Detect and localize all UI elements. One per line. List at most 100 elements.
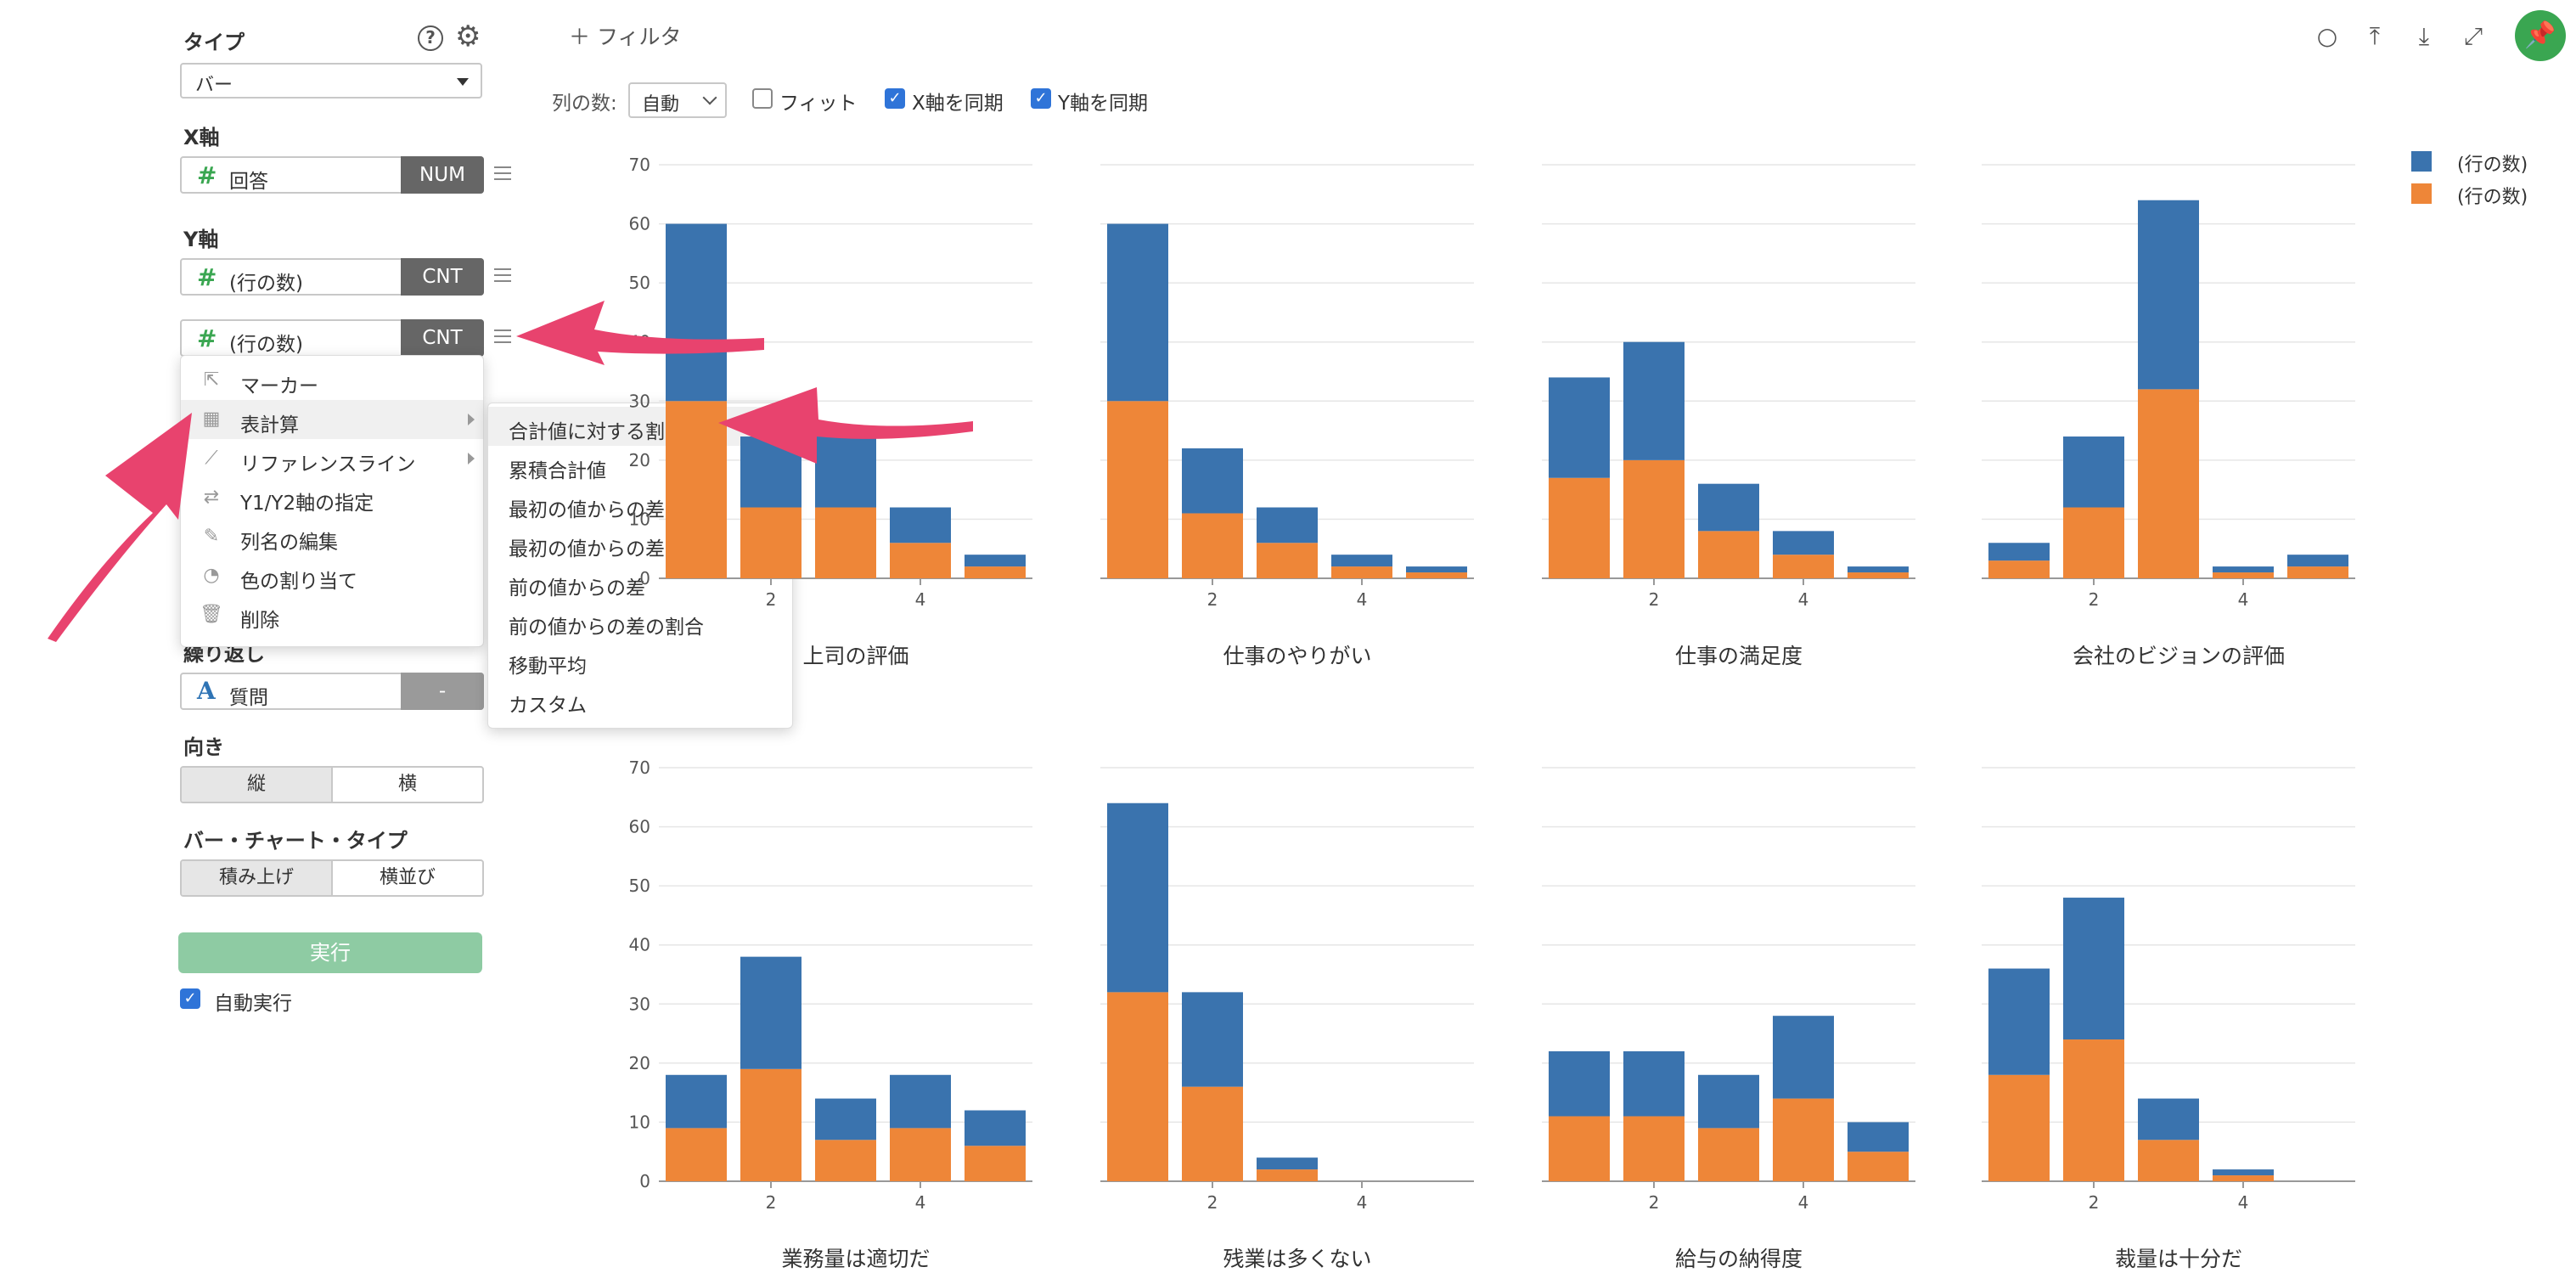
menu-item-delete[interactable]: 🗑 削除: [200, 604, 279, 632]
gear-icon[interactable]: ⚙: [455, 20, 481, 54]
y-axis-field-1[interactable]: # (行の数) CNT: [180, 258, 484, 296]
x-tick-label: 2: [1649, 589, 1660, 610]
fit-checkbox[interactable]: [752, 88, 773, 109]
y-tick-label: 0: [639, 568, 650, 588]
chevron-down-icon: [457, 78, 469, 86]
x-tick-label: 4: [915, 1192, 926, 1213]
direction-horizontal[interactable]: 横: [331, 768, 482, 802]
legend-label: (行の数): [2457, 155, 2528, 176]
x-axis-label: X軸: [183, 126, 220, 149]
menu-item-table-calc[interactable]: ▦ 表計算: [181, 400, 483, 439]
menu-icon[interactable]: [494, 166, 511, 180]
menu-item-colors[interactable]: ◔ 色の割り当て: [181, 556, 483, 595]
expand-icon[interactable]: ⤢: [2463, 22, 2483, 50]
x-tick-label: 2: [2089, 1192, 2100, 1213]
x-tick-label: 4: [1357, 1192, 1368, 1213]
menu-icon[interactable]: [494, 268, 511, 282]
x-tick-label: 4: [2238, 589, 2249, 610]
bar-segment-orange: [1107, 992, 1168, 1181]
bar-segment-blue: [2287, 555, 2348, 567]
bar-segment-orange: [890, 1128, 951, 1181]
panel-title: 会社のビジョンの評価: [2073, 644, 2285, 668]
menu-item-reference-line[interactable]: ⟋ リファレンスライン: [181, 439, 483, 478]
auto-run-label: 自動実行: [214, 993, 292, 1015]
sync-x-checkbox[interactable]: ✓: [885, 88, 905, 109]
bar-segment-blue: [2063, 436, 2124, 508]
panel-title: 給与の納得度: [1675, 1247, 1803, 1271]
bar-segment-orange: [740, 507, 801, 578]
y-tick-label: 60: [629, 817, 650, 837]
submenu-item[interactable]: 最初の値からの差: [509, 499, 665, 521]
comment-icon[interactable]: ○: [2316, 22, 2338, 50]
menu-icon[interactable]: [494, 329, 511, 343]
submenu-item[interactable]: 累積合計値: [509, 460, 606, 482]
y-tick-label: 10: [629, 509, 650, 529]
bar-segment-blue: [890, 507, 951, 543]
columns-select[interactable]: 自動: [628, 82, 727, 118]
panel-title: 仕事のやりがい: [1223, 644, 1371, 668]
question-circle-icon[interactable]: ?: [418, 25, 443, 51]
bar-type-side-by-side[interactable]: 横並び: [331, 861, 482, 895]
aggregation-tag[interactable]: CNT: [401, 319, 484, 357]
x-axis-field[interactable]: # 回答 NUM: [180, 156, 484, 194]
bar-segment-blue: [2138, 200, 2199, 390]
auto-run-checkbox[interactable]: ✓: [180, 988, 200, 1009]
legend-swatch: [2411, 183, 2432, 204]
panel-title: 仕事の満足度: [1675, 644, 1803, 668]
submenu-item[interactable]: 移動平均: [509, 656, 587, 678]
bar-segment-blue: [2213, 566, 2274, 573]
panel-title: 裁量は十分だ: [2115, 1247, 2242, 1271]
direction-vertical[interactable]: 縦: [182, 768, 331, 802]
aggregation-tag[interactable]: -: [401, 673, 484, 710]
x-tick-label: 4: [915, 589, 926, 610]
y-axis-label: Y軸: [183, 228, 219, 251]
bar-type-stacked[interactable]: 積み上げ: [182, 861, 331, 895]
bar-segment-orange: [1331, 566, 1392, 578]
chevron-right-icon: [468, 453, 475, 465]
x-tick-label: 2: [1207, 589, 1218, 610]
arrow-to-menu-icon: [516, 301, 764, 365]
swap-icon: ⇄: [203, 487, 220, 508]
x-tick-label: 4: [1798, 1192, 1809, 1213]
repeat-field[interactable]: A 質問 -: [180, 673, 484, 710]
y-tick-label: 30: [629, 391, 650, 411]
bar-segment-blue: [1988, 968, 2050, 1075]
submenu-item[interactable]: 前の値からの差の割合: [509, 617, 704, 639]
sync-y-checkbox[interactable]: ✓: [1031, 88, 1051, 109]
upload-icon[interactable]: ⤒: [2369, 22, 2381, 50]
bar-segment-orange: [1623, 459, 1685, 578]
submenu-item[interactable]: 前の値からの差: [509, 577, 645, 600]
columns-label: 列の数:: [552, 93, 617, 115]
columns-value: 自動: [642, 94, 680, 115]
aggregation-tag[interactable]: CNT: [401, 258, 484, 296]
menu-item-rename[interactable]: ✎ 列名の編集: [181, 517, 483, 556]
x-tick-label: 2: [1207, 1192, 1218, 1213]
menu-item-y1-y2[interactable]: ⇄ Y1/Y2軸の指定: [181, 478, 483, 517]
bar-segment-blue: [1773, 531, 1834, 555]
aggregation-tag[interactable]: NUM: [401, 156, 484, 194]
menu-item-marker[interactable]: ⇱ マーカー: [181, 361, 483, 400]
chart-type-select[interactable]: バー: [180, 63, 482, 99]
bar-segment-orange: [890, 543, 951, 578]
bar-segment-blue: [1848, 566, 1909, 573]
bar-segment-blue: [2138, 1098, 2199, 1140]
bar-segment-blue: [1698, 483, 1759, 532]
filter-button[interactable]: ＋ フィルタ: [569, 25, 682, 49]
download-icon[interactable]: ⤓: [2418, 22, 2430, 50]
submenu-item[interactable]: カスタム: [509, 695, 587, 717]
bar-segment-orange: [740, 1068, 801, 1181]
fit-label: フィット: [779, 93, 858, 115]
y-tick-label: 70: [629, 757, 650, 778]
bar-segment-orange: [1549, 477, 1610, 578]
pin-icon[interactable]: 📌: [2515, 10, 2566, 61]
trash-icon: 🗑: [200, 604, 223, 625]
x-tick-label: 4: [2238, 1192, 2249, 1213]
bar-segment-orange: [1698, 531, 1759, 578]
y-tick-label: 20: [629, 1053, 650, 1073]
panel-title: 業務量は適切だ: [781, 1247, 930, 1271]
bar-segment-blue: [1406, 566, 1467, 573]
run-button[interactable]: 実行: [178, 932, 482, 973]
bar-segment-blue: [1988, 543, 2050, 561]
line-chart-icon: ⟋: [205, 448, 218, 469]
bar-segment-orange: [965, 566, 1026, 578]
